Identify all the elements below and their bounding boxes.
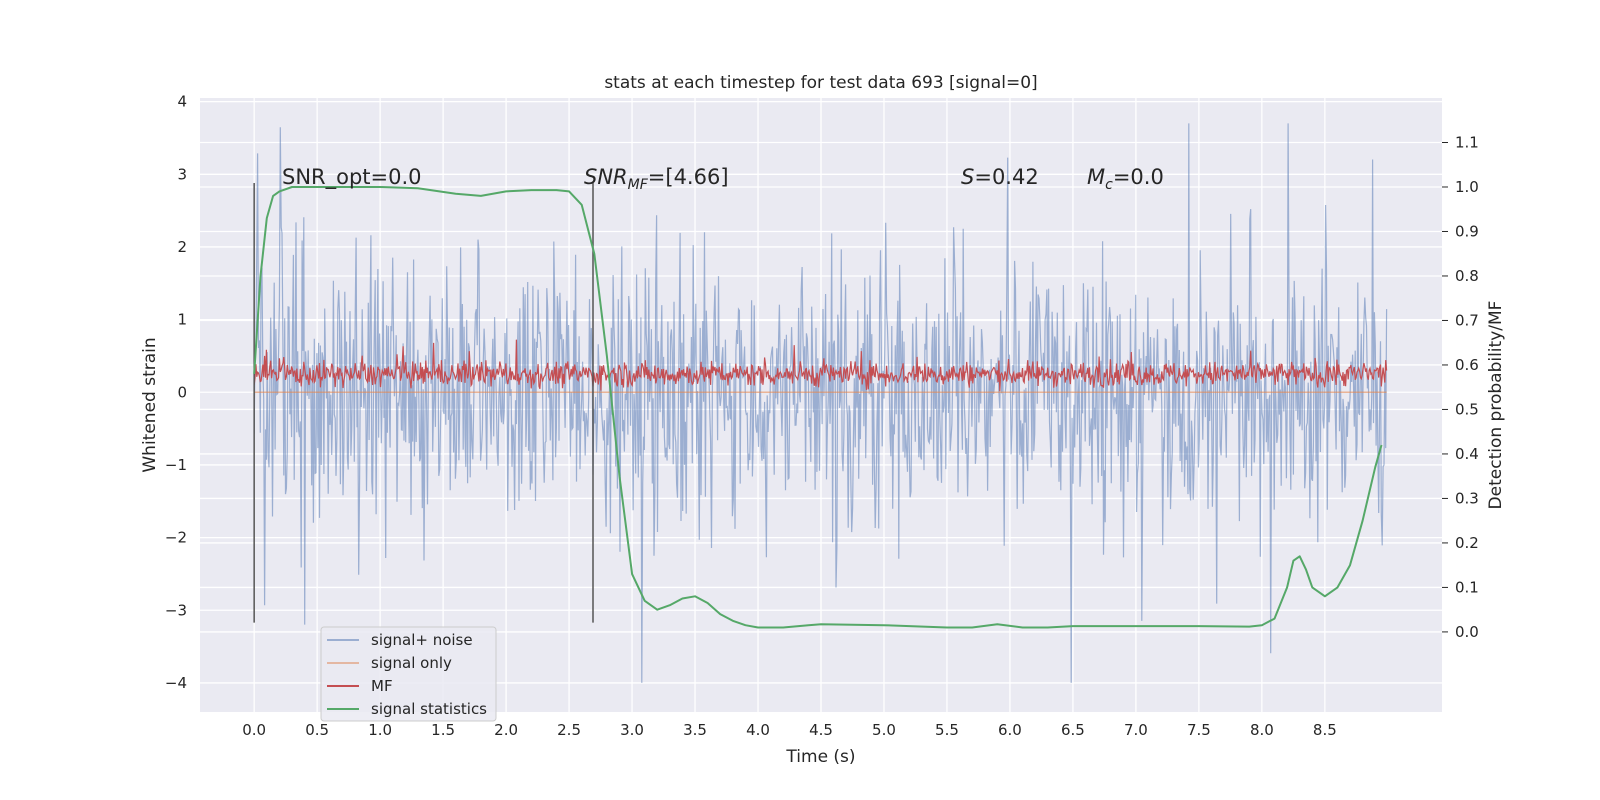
y2-tick-label: 0.0	[1455, 623, 1479, 641]
x-tick-label: 3.5	[683, 721, 707, 739]
y-tick-label: −3	[165, 601, 187, 619]
y2-tick-label: 0.8	[1455, 267, 1479, 285]
y-tick-label: 1	[177, 311, 187, 329]
y-axis-label: Whitened strain	[140, 337, 160, 472]
y2-tick-label: 1.1	[1455, 133, 1479, 151]
x-tick-label: 1.5	[431, 721, 455, 739]
x-tick-label: 8.0	[1250, 721, 1274, 739]
annotation-mc-sub: c	[1105, 177, 1113, 193]
y2-tick-label: 0.6	[1455, 356, 1479, 374]
annotation-s-rest: =0.42	[974, 165, 1038, 189]
x-tick-label: 1.0	[368, 721, 392, 739]
annotation-snr-mf-main: SNR	[584, 165, 628, 189]
series-signal-noise	[253, 123, 1388, 683]
legend-label-mf: MF	[371, 677, 393, 695]
y-tick-label: 3	[177, 165, 187, 183]
x-tick-label: 2.0	[494, 721, 518, 739]
grid	[200, 98, 1442, 712]
y-tick-label: −1	[165, 456, 187, 474]
x-tick-label: 5.0	[872, 721, 896, 739]
y-tick-label: 2	[177, 238, 187, 256]
y2-tick-label: 0.9	[1455, 222, 1479, 240]
y2-tick-label: 0.2	[1455, 534, 1479, 552]
legend-box	[320, 626, 497, 722]
annotation-snr-opt: SNR_opt=0.0	[282, 165, 422, 190]
x-tick-label: 0.0	[242, 721, 266, 739]
x-axis-label: Time (s)	[785, 747, 855, 767]
annotation-mc-rest: =0.0	[1113, 165, 1164, 189]
y2-tick-label: 0.4	[1455, 445, 1479, 463]
legend: signal+ noise signal only MF signal stat…	[320, 626, 497, 722]
x-tick-label: 4.0	[746, 721, 770, 739]
chart-title: stats at each timestep for test data 693…	[604, 73, 1037, 93]
x-tick-label: 3.0	[620, 721, 644, 739]
annotations: SNR_opt=0.0 SNRMF=[4.66] S=0.42 Mc=0.0	[282, 165, 1164, 193]
x-tick-label: 5.5	[935, 721, 959, 739]
annotation-mc-main: M	[1087, 165, 1105, 189]
annotation-mc-value: Mc=0.0	[1087, 165, 1164, 193]
annotation-snr-mf-rest: =[4.66]	[648, 165, 729, 189]
y2-axis-label: Detection probability/MF	[1486, 301, 1506, 510]
x-tick-label: 6.0	[998, 721, 1022, 739]
annotation-s-main: S	[961, 165, 974, 189]
y2-tick-label: 1.0	[1455, 178, 1479, 196]
y2-tick-label: 0.7	[1455, 311, 1479, 329]
y2-tick-label: 0.3	[1455, 489, 1479, 507]
annotation-snr-mf-sub: MF	[628, 177, 649, 193]
x-tick-label: 6.5	[1061, 721, 1085, 739]
legend-label-noise: signal+ noise	[371, 631, 473, 649]
x-tick-label: 2.5	[557, 721, 581, 739]
plot-area	[253, 123, 1388, 683]
series-signal-statistics	[253, 186, 1383, 629]
axes: 0.0 0.5 1.0 1.5 2.0 2.5 3.0 3.5 4.0 4.5 5.0 5.5 6.0 6…	[165, 93, 1479, 739]
x-tick-label: 7.0	[1124, 721, 1148, 739]
annotation-s-value: S=0.42	[961, 165, 1039, 189]
legend-label-signal-only: signal only	[371, 654, 452, 672]
series-mf	[253, 339, 1388, 392]
annotation-snr-mf: SNRMF=[4.66]	[584, 165, 729, 193]
y-tick-label: 4	[177, 93, 187, 111]
x-tick-label: 4.5	[809, 721, 833, 739]
y-tick-label: 0	[177, 383, 187, 401]
x-tick-label: 8.5	[1313, 721, 1337, 739]
x-tick-label: 0.5	[305, 721, 329, 739]
y-tick-label: −2	[165, 529, 187, 547]
y2-tick-label: 0.1	[1455, 578, 1479, 596]
y2-tick-label: 0.5	[1455, 400, 1479, 418]
x-tick-label: 7.5	[1187, 721, 1211, 739]
legend-label-statistics: signal statistics	[371, 700, 487, 718]
y-tick-label: −4	[165, 674, 187, 692]
